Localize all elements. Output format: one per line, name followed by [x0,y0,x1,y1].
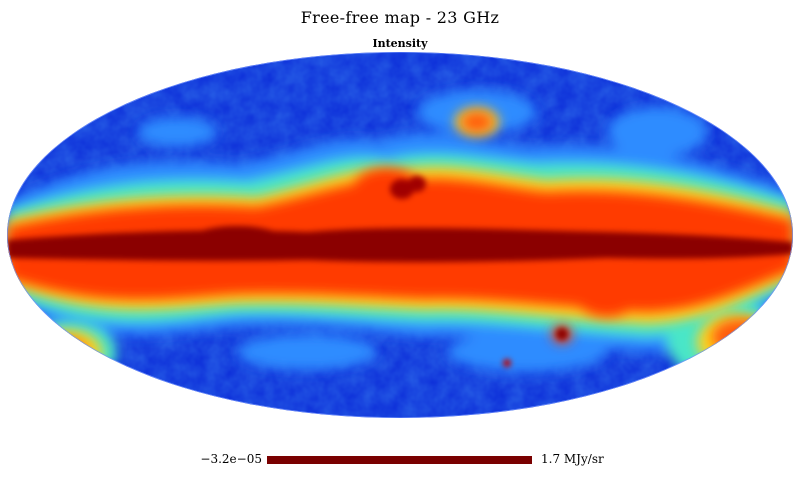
map-subtitle: Intensity [372,37,428,50]
map-boundary [7,52,793,418]
mollweide-sky-map [7,52,793,418]
map-title: Free-free map - 23 GHz [300,8,500,27]
colorbar-min-label: −3.2e−05 [200,452,262,466]
colorbar [267,456,532,464]
colorbar-max-label: 1.7 MJy/sr [541,452,604,466]
galactic-plane [7,176,793,367]
map-layers [7,52,793,418]
